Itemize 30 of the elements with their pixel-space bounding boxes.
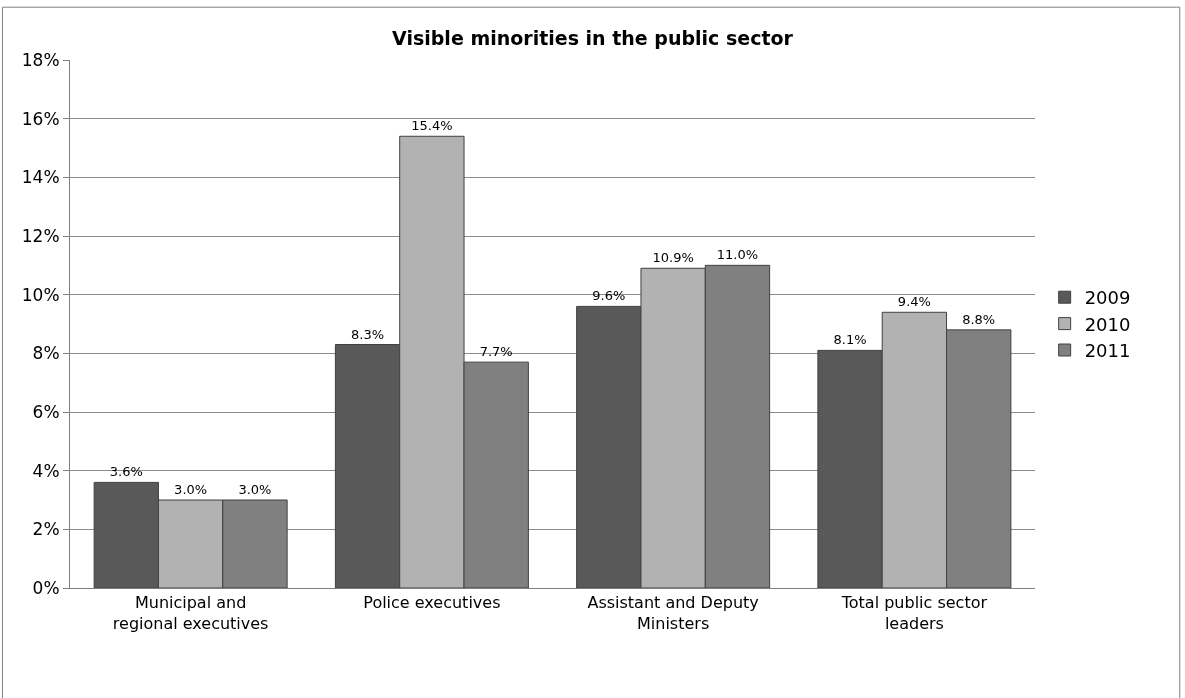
y-tick-label: 2%	[32, 519, 60, 540]
y-tick-label: 12%	[21, 225, 60, 246]
y-tick-label: 8%	[32, 343, 60, 364]
legend-label: 2009	[1084, 287, 1131, 309]
x-tick-label: Municipal and regional executives	[112, 593, 269, 633]
x-tick-label: Total public sector leaders	[840, 593, 988, 633]
data-label: 15.4%	[411, 118, 453, 134]
data-label: 9.6%	[592, 288, 626, 304]
data-label: 10.9%	[652, 250, 694, 266]
x-tick-label: Assistant and Deputy Ministers	[587, 593, 759, 633]
data-label: 9.4%	[897, 294, 931, 310]
chart-title: Visible minorities in the public sector	[392, 26, 794, 49]
legend-label: 2011	[1084, 340, 1131, 362]
data-label: 3.0%	[238, 482, 272, 497]
y-tick-label: 4%	[32, 460, 60, 481]
data-label: 8.1%	[833, 332, 867, 348]
y-tick-label: 10%	[21, 284, 60, 305]
data-label: 8.3%	[351, 326, 385, 342]
data-label: 8.8%	[962, 311, 996, 327]
data-label: 7.7%	[479, 344, 513, 360]
legend-label: 2010	[1084, 313, 1131, 335]
x-tick-label: Police executives	[363, 593, 501, 613]
y-tick-label: 16%	[21, 108, 60, 129]
y-tick-label: 14%	[21, 167, 60, 188]
y-tick-label: 0%	[32, 577, 60, 598]
y-tick-label: 6%	[32, 401, 60, 422]
y-tick-label: 18%	[21, 49, 60, 70]
data-label: 3.0%	[174, 482, 208, 497]
data-label: 11.0%	[716, 247, 759, 263]
data-label: 3.6%	[109, 464, 143, 480]
